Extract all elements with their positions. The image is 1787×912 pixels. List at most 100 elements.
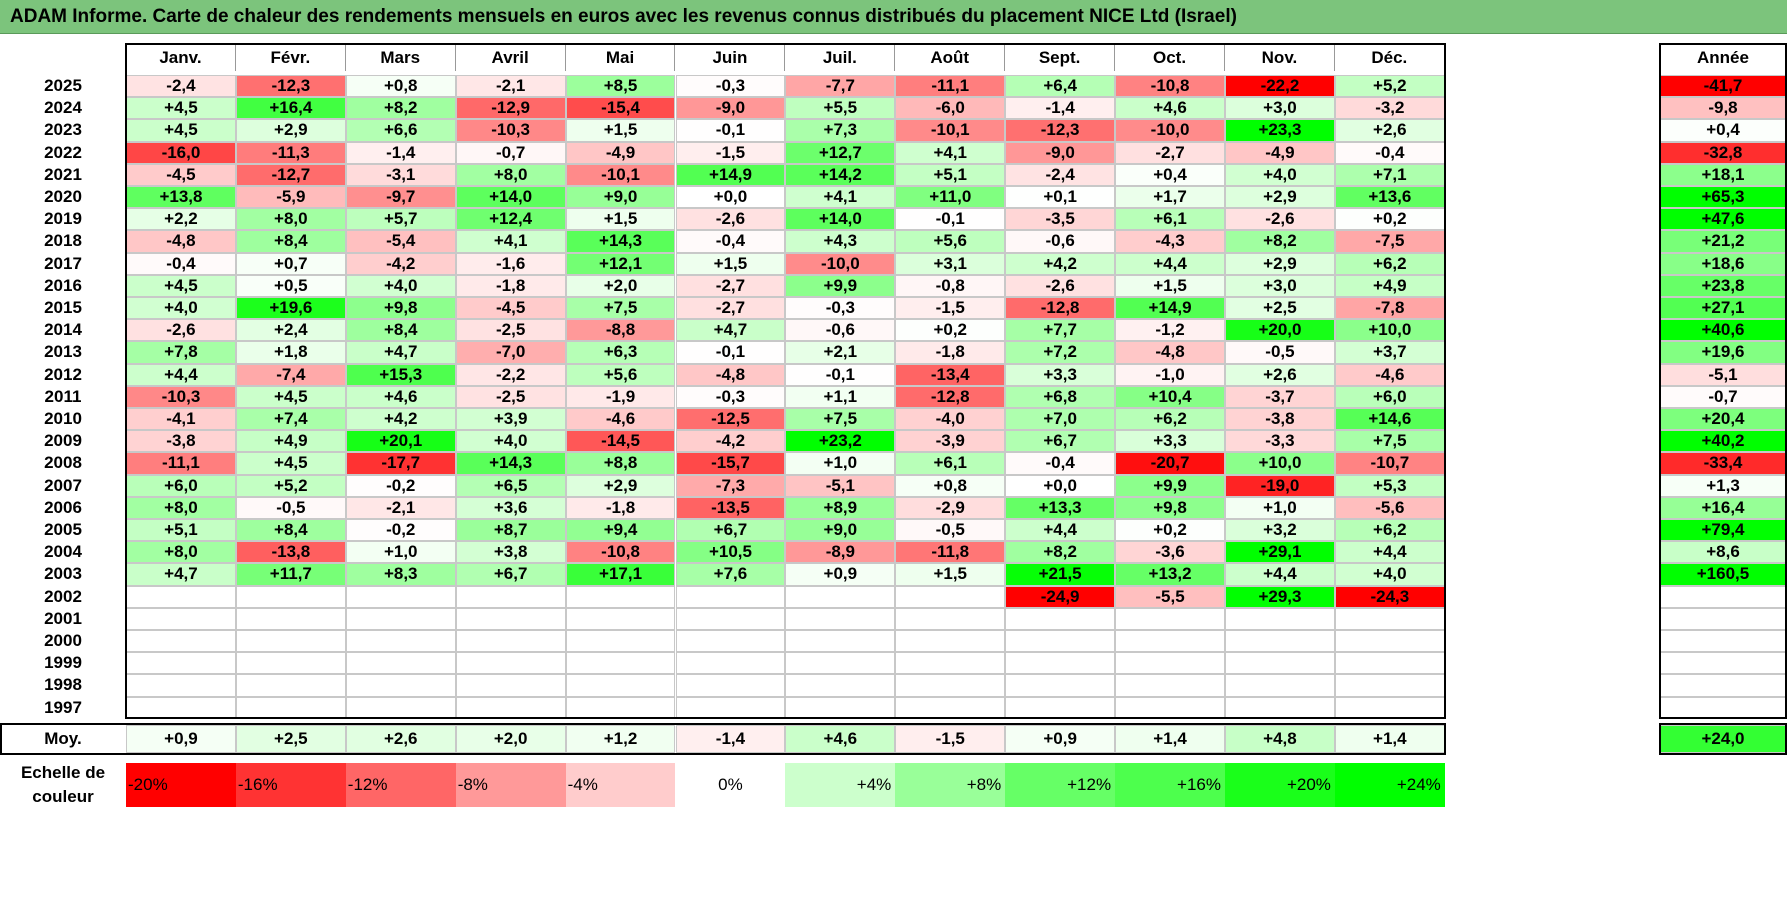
heatmap-cell <box>126 674 236 697</box>
heatmap-cell: +6,6 <box>345 119 456 142</box>
heatmap-cell: -9,7 <box>345 186 456 209</box>
heatmap-cell: +4,0 <box>345 274 456 297</box>
year-total-cell <box>1660 696 1786 719</box>
heatmap-cell: +6,1 <box>895 452 1006 475</box>
heatmap-cell: -0,4 <box>1005 452 1116 475</box>
heatmap-cell: -0,3 <box>675 75 786 98</box>
year-total-cell: +18,6 <box>1660 252 1786 275</box>
heatmap-cell: +9,8 <box>1115 496 1225 519</box>
heatmap-cell: +13,3 <box>1005 496 1116 519</box>
average-cell: +2,0 <box>455 724 566 753</box>
heatmap-cell: +8,0 <box>126 496 236 519</box>
heatmap-cell: +16,4 <box>235 97 346 120</box>
heatmap-cell: -4,8 <box>675 363 786 386</box>
heatmap-cell <box>235 674 346 697</box>
heatmap-cell <box>455 630 566 653</box>
heatmap-cell: +1,7 <box>1115 186 1225 209</box>
heatmap-cell: -19,0 <box>1225 474 1335 497</box>
year-total-cell: +18,1 <box>1660 163 1786 186</box>
year-label: 2014 <box>0 319 126 342</box>
heatmap-cell: +3,7 <box>1334 341 1445 364</box>
year-total-cell: +8,6 <box>1660 541 1786 564</box>
heatmap-cell: -2,6 <box>126 319 236 342</box>
heatmap-cell: +1,0 <box>785 452 896 475</box>
heatmap-cell: +8,4 <box>345 319 456 342</box>
heatmap-cell: -4,9 <box>565 141 676 164</box>
heatmap-cell: +4,0 <box>455 430 566 453</box>
heatmap-cell: +12,7 <box>785 141 896 164</box>
heatmap-cell: -1,8 <box>895 341 1006 364</box>
year-total-cell: +19,6 <box>1660 341 1786 364</box>
column-header: Mai <box>565 45 676 71</box>
heatmap-cell: +4,0 <box>1225 163 1335 186</box>
heatmap-cell: -2,6 <box>675 208 786 231</box>
column-header: Août <box>895 45 1006 71</box>
heatmap-cell <box>565 630 676 653</box>
heatmap-cell: +0,2 <box>1115 519 1225 542</box>
heatmap-cell <box>675 674 786 697</box>
year-total-cell: -41,7 <box>1660 75 1786 98</box>
heatmap-cell: +6,7 <box>455 563 566 586</box>
heatmap-cell: +6,4 <box>1005 75 1116 98</box>
heatmap-cell: +4,0 <box>126 297 236 320</box>
average-cell: +4,8 <box>1225 724 1335 753</box>
heatmap-cell <box>565 607 676 630</box>
heatmap-cell: +5,1 <box>895 163 1006 186</box>
average-cell: +1,4 <box>1334 724 1445 753</box>
heatmap-cell: -13,5 <box>675 496 786 519</box>
heatmap-cell: -2,1 <box>455 75 566 98</box>
heatmap-cell: -2,7 <box>675 274 786 297</box>
heatmap-cell: +4,5 <box>235 385 346 408</box>
heatmap-cell: +0,8 <box>895 474 1006 497</box>
heatmap-cell: +9,0 <box>785 519 896 542</box>
column-header: Oct. <box>1115 45 1225 71</box>
scale-swatch: +12% <box>1005 762 1116 807</box>
heatmap-cell <box>455 607 566 630</box>
heatmap-cell: +13,8 <box>126 186 236 209</box>
year-label: Moy. <box>0 724 126 753</box>
heatmap-cell: +0,5 <box>235 274 346 297</box>
heatmap-cell <box>895 630 1006 653</box>
heatmap-cell: +6,3 <box>565 341 676 364</box>
heatmap-cell: -12,5 <box>675 408 786 431</box>
year-label: 1997 <box>0 696 126 719</box>
heatmap-cell <box>675 607 786 630</box>
heatmap-cell: +14,2 <box>785 163 896 186</box>
heatmap-cell: -3,9 <box>895 430 1006 453</box>
heatmap-cell: +20,0 <box>1225 319 1335 342</box>
scale-swatch: -8% <box>455 762 566 807</box>
heatmap-cell: +6,2 <box>1334 519 1445 542</box>
heatmap-cell: -22,2 <box>1225 75 1335 98</box>
heatmap-cell: +8,8 <box>565 452 676 475</box>
heatmap-cell <box>1115 630 1225 653</box>
heatmap-cell: -1,0 <box>1115 363 1225 386</box>
year-total-cell: +79,4 <box>1660 519 1786 542</box>
year-total-cell: +160,5 <box>1660 563 1786 586</box>
heatmap-cell: +8,5 <box>565 75 676 98</box>
heatmap-cell: +5,2 <box>1334 75 1445 98</box>
heatmap-cell <box>565 696 676 719</box>
year-label: 2022 <box>0 141 126 164</box>
heatmap-cell <box>895 674 1006 697</box>
year-total-cell <box>1660 585 1786 608</box>
heatmap-cell <box>235 585 346 608</box>
heatmap-cell: +6,0 <box>1334 385 1445 408</box>
heatmap-cell: -2,1 <box>345 496 456 519</box>
heatmap-cell: +23,2 <box>785 430 896 453</box>
column-header: Déc. <box>1334 45 1445 71</box>
heatmap-cell: +9,9 <box>1115 474 1225 497</box>
heatmap-cell: +7,5 <box>565 297 676 320</box>
year-label: 2000 <box>0 630 126 653</box>
heatmap-cell: +10,0 <box>1225 452 1335 475</box>
heatmap-cell: -10,7 <box>1334 452 1445 475</box>
year-label: 2020 <box>0 186 126 209</box>
heatmap-cell: -10,0 <box>785 252 896 275</box>
heatmap-cell: +9,8 <box>345 297 456 320</box>
heatmap-cell: +3,0 <box>1225 274 1335 297</box>
heatmap-cell: -4,6 <box>565 408 676 431</box>
heatmap-cell: -2,6 <box>1005 274 1116 297</box>
heatmap-cell <box>565 652 676 675</box>
year-label: 2002 <box>0 585 126 608</box>
scale-swatch: +24% <box>1334 762 1445 807</box>
heatmap-cell: +4,5 <box>126 97 236 120</box>
